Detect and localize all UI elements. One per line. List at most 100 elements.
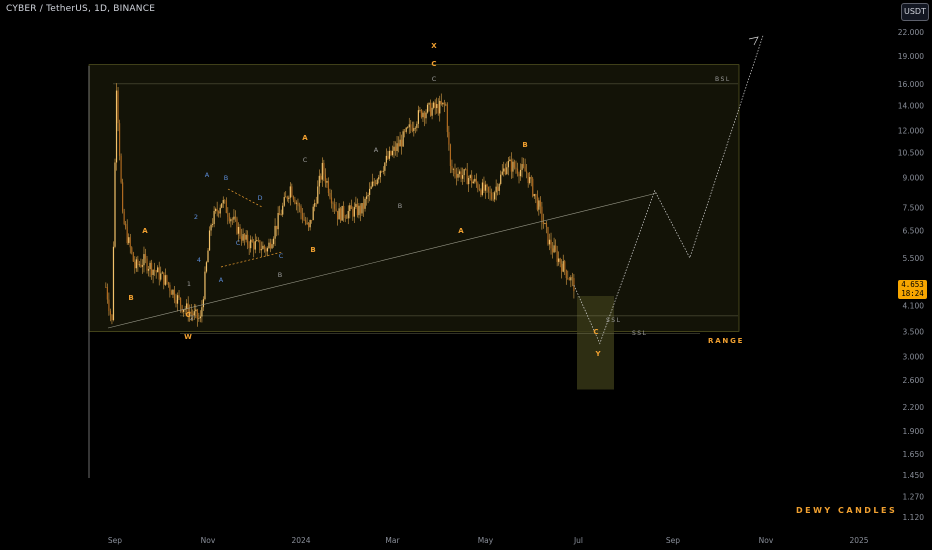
y-tick-label: 14.000 [898,102,924,111]
candle-body [297,202,299,206]
candle-body [532,178,534,197]
sub-wave-label: B [224,174,228,182]
candle-body [570,277,572,281]
x-tick-label: Mar [385,536,400,545]
candle-body [251,239,253,243]
candle-body [440,100,442,105]
candle-body [147,269,150,271]
candle-body [167,282,169,285]
wave-label: Y [594,350,601,358]
candle-body [504,168,506,175]
candle-body [161,272,163,274]
candle-body [365,196,368,199]
candle-body [108,299,110,311]
candle-body [524,166,526,172]
minor-wave-label: C [303,156,308,164]
last-price-badge: 4.653 18:24 [898,280,927,299]
candle-body [382,170,384,172]
candle-body [500,174,502,184]
symbol-title: CYBER / TetherUS, 1D, BINANCE [6,4,156,14]
candle-body [227,213,229,218]
candle-body [455,174,458,178]
y-tick-label: 6.500 [903,227,925,236]
candle-body [548,239,551,245]
candle-body [457,173,459,178]
candle-body [169,284,171,291]
candle-body [425,112,427,119]
candle-body [187,303,189,317]
candle-body [402,131,404,147]
candle-body [240,236,243,241]
wave-label: B [522,141,527,149]
candle-body [349,205,351,212]
candle-body [336,210,339,220]
candle-body [114,162,116,247]
y-tick-label: 1.120 [903,513,925,522]
candle-body [208,230,211,251]
candle-body [562,261,564,272]
y-tick-label: 22.000 [898,28,924,37]
candle-body [216,208,218,212]
candle-body [518,173,520,177]
candle-body [419,109,421,111]
candle-body [458,171,461,174]
candle-body [475,178,477,184]
candle-body [141,265,144,267]
candle-body [484,184,487,191]
candle-body [207,250,209,263]
candle-body [477,183,479,190]
minor-wave-label: C [432,75,437,83]
candle-body [231,219,233,220]
x-tick-label: Sep [666,536,680,545]
price-axis[interactable]: 22.000 19.000 16.000 14.000 12.000 10.500 9.00… [898,28,924,522]
candle-body [248,244,250,249]
candle-body [332,203,334,205]
candle-body [352,209,354,217]
candle-body [301,212,304,220]
candle-body [417,110,419,124]
candle-body [201,307,203,317]
candle-body [516,168,519,174]
candle-body [314,203,316,207]
x-tick-label: Nov [759,536,774,545]
candle-body [385,155,387,163]
time-axis[interactable]: Sep Nov 2024 Mar May Jul Sep Nov 2025 [108,536,869,545]
candle-body [420,109,423,118]
candle-body [416,123,418,128]
candle-body [490,192,493,199]
x-tick-label: 2024 [291,536,310,545]
candle-body [283,197,285,206]
x-tick-label: 2025 [849,536,868,545]
candle-body [370,186,372,189]
candle-body [423,112,426,119]
y-tick-label: 12.000 [898,127,924,136]
sub-wave-label: D [257,194,262,202]
candle-body [565,270,567,279]
candle-body [123,211,125,224]
candle-body [308,222,310,228]
candle-body [515,167,517,169]
liquidity-label: BSL [715,76,731,83]
candle-body [295,202,298,204]
candle-body [536,195,538,210]
candle-body [224,200,226,201]
candles-layer [105,83,575,327]
candle-body [375,182,377,185]
candle-body [286,196,288,199]
candle-body [196,309,198,319]
y-tick-label: 1.450 [903,471,925,480]
candle-body [257,240,259,241]
candle-body [436,104,438,109]
candle-body [190,311,192,314]
candle-body [218,211,220,214]
candle-body [542,221,545,224]
currency-button[interactable]: USDT [901,3,929,21]
candle-body [205,262,208,272]
candle-body [429,102,432,116]
liquidity-label: SSL [632,330,647,337]
candle-body [362,202,365,209]
candle-body [355,203,357,208]
candle-body [408,124,410,128]
